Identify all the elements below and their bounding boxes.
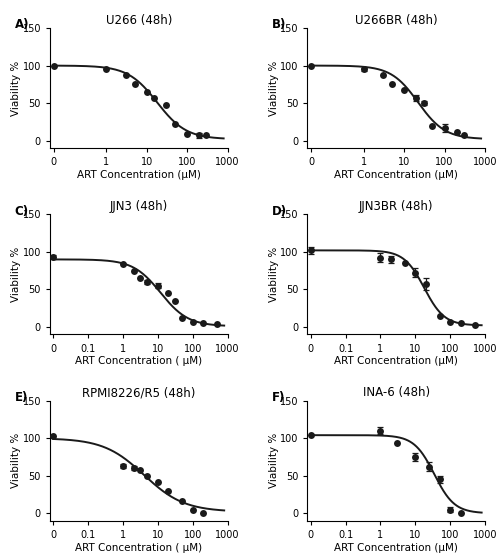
Point	[436, 311, 444, 320]
Point	[154, 281, 162, 290]
Point	[379, 71, 387, 80]
Y-axis label: Viability %: Viability %	[11, 433, 21, 488]
Point	[119, 461, 127, 470]
Point	[422, 279, 430, 288]
Text: C): C)	[14, 205, 28, 218]
Point	[178, 314, 186, 323]
Text: B): B)	[272, 18, 286, 31]
Point	[102, 64, 110, 73]
Point	[170, 296, 178, 305]
Point	[460, 131, 468, 140]
Point	[130, 464, 138, 473]
Point	[164, 289, 172, 298]
Text: A): A)	[14, 18, 29, 31]
Point	[196, 131, 203, 140]
Y-axis label: Viability %: Viability %	[268, 247, 278, 302]
Text: E): E)	[14, 391, 28, 404]
Title: U266BR (48h): U266BR (48h)	[355, 14, 438, 27]
Point	[164, 486, 172, 495]
Text: F): F)	[272, 391, 285, 404]
Point	[150, 94, 158, 102]
Point	[412, 268, 420, 277]
Point	[50, 431, 58, 440]
Point	[171, 120, 179, 129]
Point	[470, 320, 478, 329]
Point	[436, 475, 444, 484]
Point	[136, 274, 143, 283]
Point	[446, 318, 454, 326]
Point	[143, 87, 151, 96]
Point	[202, 131, 210, 140]
Point	[401, 259, 409, 268]
Point	[376, 253, 384, 262]
Point	[130, 80, 138, 89]
Point	[387, 255, 395, 264]
Point	[50, 61, 58, 70]
X-axis label: ART Concentration ( μM): ART Concentration ( μM)	[75, 543, 202, 553]
Point	[456, 319, 464, 328]
Y-axis label: Viability %: Viability %	[11, 247, 21, 302]
X-axis label: ART Concentration (μM): ART Concentration (μM)	[334, 356, 458, 366]
Title: INA-6 (48h): INA-6 (48h)	[362, 386, 430, 399]
Point	[213, 320, 221, 329]
Text: D): D)	[272, 205, 287, 218]
Title: U266 (48h): U266 (48h)	[106, 14, 172, 27]
Point	[446, 505, 454, 514]
Point	[412, 452, 420, 461]
Point	[393, 439, 401, 448]
Point	[428, 121, 436, 130]
Point	[456, 509, 464, 518]
Point	[50, 253, 58, 262]
Point	[388, 79, 396, 88]
Point	[440, 123, 448, 132]
Point	[199, 509, 207, 518]
Point	[420, 99, 428, 108]
Point	[154, 477, 162, 486]
Point	[307, 431, 315, 440]
Point	[130, 266, 138, 275]
X-axis label: ART Concentration (μM): ART Concentration (μM)	[77, 170, 200, 180]
X-axis label: ART Concentration (μM): ART Concentration (μM)	[334, 543, 458, 553]
Point	[122, 71, 130, 80]
Point	[183, 129, 191, 138]
Point	[307, 246, 315, 255]
X-axis label: ART Concentration (μM): ART Concentration (μM)	[334, 170, 458, 180]
Y-axis label: Viability %: Viability %	[11, 60, 21, 116]
Title: RPMI8226/R5 (48h): RPMI8226/R5 (48h)	[82, 386, 196, 399]
Point	[376, 426, 384, 435]
Point	[136, 466, 143, 475]
Point	[188, 318, 196, 326]
Title: JJN3 (48h): JJN3 (48h)	[110, 200, 168, 213]
Point	[360, 65, 368, 74]
Point	[178, 497, 186, 506]
Point	[308, 61, 316, 70]
Y-axis label: Viability %: Viability %	[268, 60, 278, 116]
Y-axis label: Viability %: Viability %	[268, 433, 278, 488]
X-axis label: ART Concentration ( μM): ART Concentration ( μM)	[75, 356, 202, 366]
Point	[162, 100, 170, 109]
Point	[144, 277, 152, 286]
Point	[199, 319, 207, 328]
Title: JJN3BR (48h): JJN3BR (48h)	[359, 200, 434, 213]
Point	[144, 472, 152, 480]
Point	[400, 85, 408, 94]
Point	[425, 462, 433, 471]
Point	[119, 259, 127, 268]
Point	[453, 128, 461, 137]
Point	[412, 94, 420, 102]
Point	[188, 505, 196, 514]
